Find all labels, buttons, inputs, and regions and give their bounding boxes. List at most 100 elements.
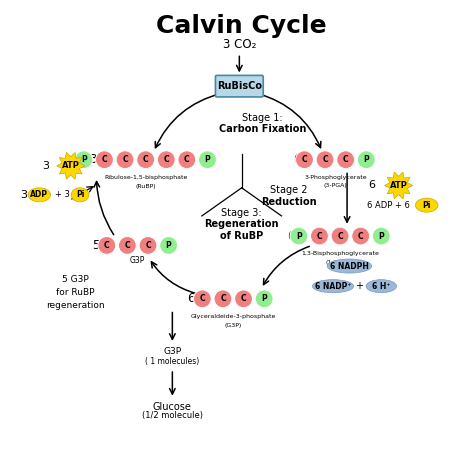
Text: 3 CO₂: 3 CO₂ [223, 38, 256, 52]
Text: G3P: G3P [163, 347, 182, 356]
Text: C: C [301, 155, 307, 164]
Text: 6 H⁺: 6 H⁺ [372, 282, 391, 291]
Text: 3: 3 [20, 190, 27, 200]
Text: RuBisCo: RuBisCo [217, 81, 262, 91]
Circle shape [373, 227, 390, 245]
Circle shape [255, 290, 273, 308]
Text: 3: 3 [42, 161, 49, 171]
Text: C: C [143, 155, 148, 164]
Text: C: C [122, 155, 128, 164]
Text: of RuBP: of RuBP [220, 231, 264, 241]
Text: P: P [364, 155, 369, 164]
Text: C: C [145, 241, 151, 250]
Polygon shape [57, 153, 85, 179]
Text: C: C [125, 241, 130, 250]
Text: P: P [378, 232, 384, 241]
Text: for RuBP: for RuBP [56, 288, 95, 297]
Polygon shape [384, 172, 413, 199]
Text: ( 1 molecules): ( 1 molecules) [145, 357, 200, 366]
Text: 6: 6 [287, 229, 295, 243]
Text: Ribulose-1,5-bisphosphate: Ribulose-1,5-bisphosphate [104, 175, 187, 180]
Text: (1/2 molecule): (1/2 molecule) [142, 411, 203, 420]
Text: 5 G3P: 5 G3P [62, 274, 89, 283]
Ellipse shape [327, 259, 372, 273]
Circle shape [290, 227, 308, 245]
Circle shape [337, 151, 355, 169]
Text: 6 NADP⁺: 6 NADP⁺ [315, 282, 351, 291]
Text: C: C [343, 155, 348, 164]
Circle shape [193, 290, 211, 308]
Text: (1,3-BPG): (1,3-BPG) [325, 260, 355, 265]
Circle shape [139, 237, 157, 255]
Circle shape [214, 290, 232, 308]
Text: C: C [104, 241, 109, 250]
Text: 6: 6 [368, 181, 375, 191]
Text: P: P [81, 155, 87, 164]
Text: (RuBP): (RuBP) [136, 184, 156, 190]
Text: Pi: Pi [422, 201, 431, 210]
Text: Stage 1:: Stage 1: [243, 112, 283, 123]
Circle shape [96, 151, 113, 169]
Text: Stage 3:: Stage 3: [221, 208, 262, 218]
Ellipse shape [366, 280, 397, 293]
Circle shape [157, 151, 175, 169]
Text: 1,3-Bisphosphoglycerate: 1,3-Bisphosphoglycerate [301, 251, 379, 256]
Circle shape [235, 290, 253, 308]
Circle shape [118, 237, 137, 255]
Text: 6 ADP + 6: 6 ADP + 6 [367, 201, 410, 210]
Circle shape [137, 151, 155, 169]
Text: C: C [317, 232, 322, 241]
Circle shape [310, 227, 328, 245]
Text: ATP: ATP [390, 181, 408, 190]
Text: C: C [358, 232, 364, 241]
Circle shape [199, 151, 217, 169]
Text: C: C [164, 155, 169, 164]
Circle shape [160, 237, 177, 255]
Text: P: P [205, 155, 210, 164]
Ellipse shape [71, 188, 89, 202]
Text: ADP: ADP [30, 191, 48, 200]
Circle shape [352, 227, 370, 245]
Text: Stage 2: Stage 2 [270, 185, 307, 195]
Text: C: C [337, 232, 343, 241]
Text: Calvin Cycle: Calvin Cycle [156, 15, 327, 38]
Text: C: C [241, 294, 246, 303]
Circle shape [178, 151, 196, 169]
Text: P: P [296, 232, 302, 241]
Ellipse shape [312, 280, 354, 293]
Text: Carbon Fixation: Carbon Fixation [219, 124, 307, 134]
Circle shape [316, 151, 334, 169]
Circle shape [75, 151, 93, 169]
Text: C: C [101, 155, 107, 164]
Circle shape [331, 227, 349, 245]
Text: (G3P): (G3P) [225, 323, 242, 328]
Text: Pi: Pi [76, 191, 84, 200]
FancyBboxPatch shape [216, 75, 263, 97]
Text: 6: 6 [187, 292, 195, 305]
Text: Glyceraldeide-3-phosphate: Glyceraldeide-3-phosphate [191, 314, 276, 319]
Circle shape [116, 151, 134, 169]
Text: regeneration: regeneration [46, 301, 105, 310]
Text: Reduction: Reduction [261, 197, 316, 207]
Text: P: P [261, 294, 267, 303]
Text: 6 NADPH: 6 NADPH [330, 262, 369, 271]
Text: Regeneration: Regeneration [204, 219, 279, 229]
Text: P: P [166, 241, 172, 250]
Text: 3-Phosphoglycerate: 3-Phosphoglycerate [304, 175, 367, 180]
Text: C: C [184, 155, 190, 164]
Text: C: C [322, 155, 328, 164]
Text: 5: 5 [92, 239, 99, 252]
Text: G3P: G3P [130, 256, 146, 265]
Text: 3: 3 [90, 153, 97, 166]
Text: 6: 6 [293, 153, 301, 166]
Circle shape [296, 151, 313, 169]
Text: (3-PGA): (3-PGA) [323, 183, 347, 189]
Circle shape [357, 151, 375, 169]
Text: + 3: + 3 [55, 191, 70, 200]
Text: Glucose: Glucose [153, 401, 192, 411]
Ellipse shape [28, 188, 51, 202]
Circle shape [98, 237, 116, 255]
Ellipse shape [416, 198, 438, 212]
Text: +: + [355, 281, 363, 291]
Text: C: C [200, 294, 205, 303]
